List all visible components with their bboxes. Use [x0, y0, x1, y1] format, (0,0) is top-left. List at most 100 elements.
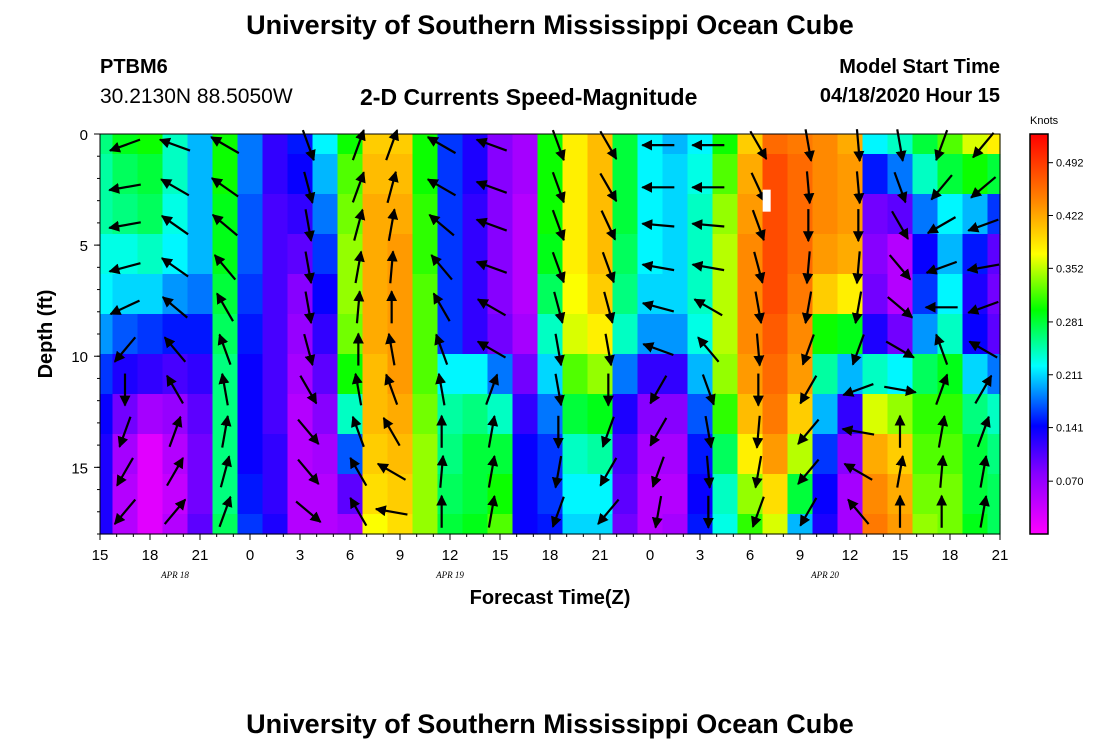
heatmap-cell — [112, 194, 139, 235]
current-vector-arrow — [303, 209, 315, 242]
heatmap-cell — [912, 154, 939, 195]
current-vector-arrow — [841, 425, 875, 437]
current-vector-arrow — [641, 219, 675, 231]
heatmap-cell — [287, 514, 314, 535]
current-vector-arrow — [353, 208, 366, 241]
x-tick-label: 18 — [542, 547, 559, 564]
heatmap-cell — [137, 514, 164, 535]
heatmap-cell — [237, 434, 264, 475]
heatmap-cell — [812, 194, 839, 235]
station-id: PTBM6 — [100, 56, 168, 78]
heatmap-cell — [212, 514, 239, 535]
station-coordinates: 30.2130N 88.5050W — [100, 85, 293, 108]
heatmap-cell — [712, 314, 739, 355]
current-vector-arrow — [803, 171, 815, 205]
heatmap-cell — [362, 314, 389, 355]
x-tick-label: 9 — [396, 547, 404, 564]
footer-title: University of Southern Mississippi Ocean… — [246, 709, 854, 739]
heatmap-cell — [362, 234, 389, 275]
heatmap-cell — [237, 134, 264, 155]
current-vector-arrow — [553, 333, 565, 367]
heatmap-cell — [312, 194, 339, 235]
heatmap-cell — [712, 434, 739, 475]
colorbar-tick-label: 0.141 — [1056, 423, 1084, 435]
heatmap-cell — [100, 354, 114, 395]
current-vector-arrow — [297, 458, 320, 485]
heatmap-cell — [512, 194, 539, 235]
heatmap-cell — [537, 514, 564, 535]
heatmap-cell — [662, 434, 689, 475]
heatmap-cell — [462, 514, 489, 535]
heatmap-cell — [187, 194, 214, 235]
current-vector-arrow — [937, 414, 949, 448]
current-vector-arrow — [802, 251, 814, 285]
heatmap-cell — [187, 394, 214, 435]
heatmap-cell — [612, 354, 639, 395]
current-vector-arrow — [432, 292, 451, 322]
current-vector-arrow — [649, 375, 668, 405]
current-vector-arrow — [966, 262, 1000, 274]
current-vector-arrow — [109, 299, 140, 316]
current-vector-arrow — [935, 373, 949, 405]
heatmap-cell — [862, 274, 889, 315]
heatmap-cell — [562, 234, 589, 275]
heatmap-cell — [537, 134, 564, 155]
colorbar-tick-label: 0.492 — [1056, 158, 1084, 170]
current-vector-arrow — [430, 254, 453, 281]
current-vectors — [108, 129, 1000, 529]
current-vector-arrow — [691, 219, 725, 231]
heatmap-cell — [100, 154, 114, 195]
colorbar-tick-label: 0.422 — [1056, 211, 1084, 223]
heatmap-cell — [812, 434, 839, 475]
heatmap-cell — [812, 354, 839, 395]
heatmap-cell — [812, 234, 839, 275]
current-vector-arrow — [978, 454, 990, 488]
heatmap-cell — [562, 314, 589, 355]
heatmap-cell — [662, 394, 689, 435]
current-vector-arrow — [925, 260, 958, 275]
current-vector-arrow — [895, 129, 907, 162]
heatmap-cell — [912, 514, 939, 535]
heatmap-cell — [312, 274, 339, 315]
current-vector-arrow — [218, 495, 233, 528]
current-vector-arrow — [934, 333, 949, 365]
current-vector-arrow — [166, 456, 184, 487]
heatmap-cell — [637, 154, 664, 195]
model-start-label: Model Start Time — [839, 56, 1000, 78]
current-vector-arrow — [108, 220, 141, 232]
current-vector-arrow — [597, 498, 620, 525]
current-vector-arrow — [936, 454, 948, 488]
heatmap-cell — [587, 134, 614, 155]
current-vector-arrow — [387, 208, 399, 242]
heatmap-cell — [112, 474, 139, 515]
heatmap-cell — [512, 354, 539, 395]
heatmap-cell — [887, 314, 914, 355]
heatmap-cell — [437, 194, 464, 235]
heatmap-cell — [162, 434, 189, 475]
x-tick-label: 12 — [842, 547, 859, 564]
heatmap-cell — [987, 134, 1001, 155]
heatmap-cell — [612, 474, 639, 515]
current-vector-arrow — [353, 250, 365, 284]
current-vector-arrow — [642, 342, 674, 357]
heatmap-cell — [262, 274, 289, 315]
heatmap-cell — [100, 314, 114, 355]
current-vector-arrow — [599, 172, 618, 203]
heatmap-cell — [287, 394, 314, 435]
heatmap-cell — [462, 434, 489, 475]
heatmap-cell — [100, 394, 114, 435]
heatmap-cell — [687, 154, 714, 195]
heatmap-cell — [462, 154, 489, 195]
heatmap-cell — [237, 194, 264, 235]
heatmap-cell — [100, 474, 114, 515]
current-vector-arrow — [385, 129, 399, 161]
date-label: APR 20 — [810, 570, 839, 580]
current-vector-arrow — [108, 262, 141, 275]
heatmap-cell — [987, 314, 1001, 355]
heatmap-cell — [262, 474, 289, 515]
heatmap-cell — [862, 514, 889, 535]
current-vector-arrow — [487, 494, 499, 528]
heatmap-cell — [412, 154, 439, 195]
heatmap-cell — [837, 274, 864, 315]
heatmap-cell — [762, 474, 789, 515]
